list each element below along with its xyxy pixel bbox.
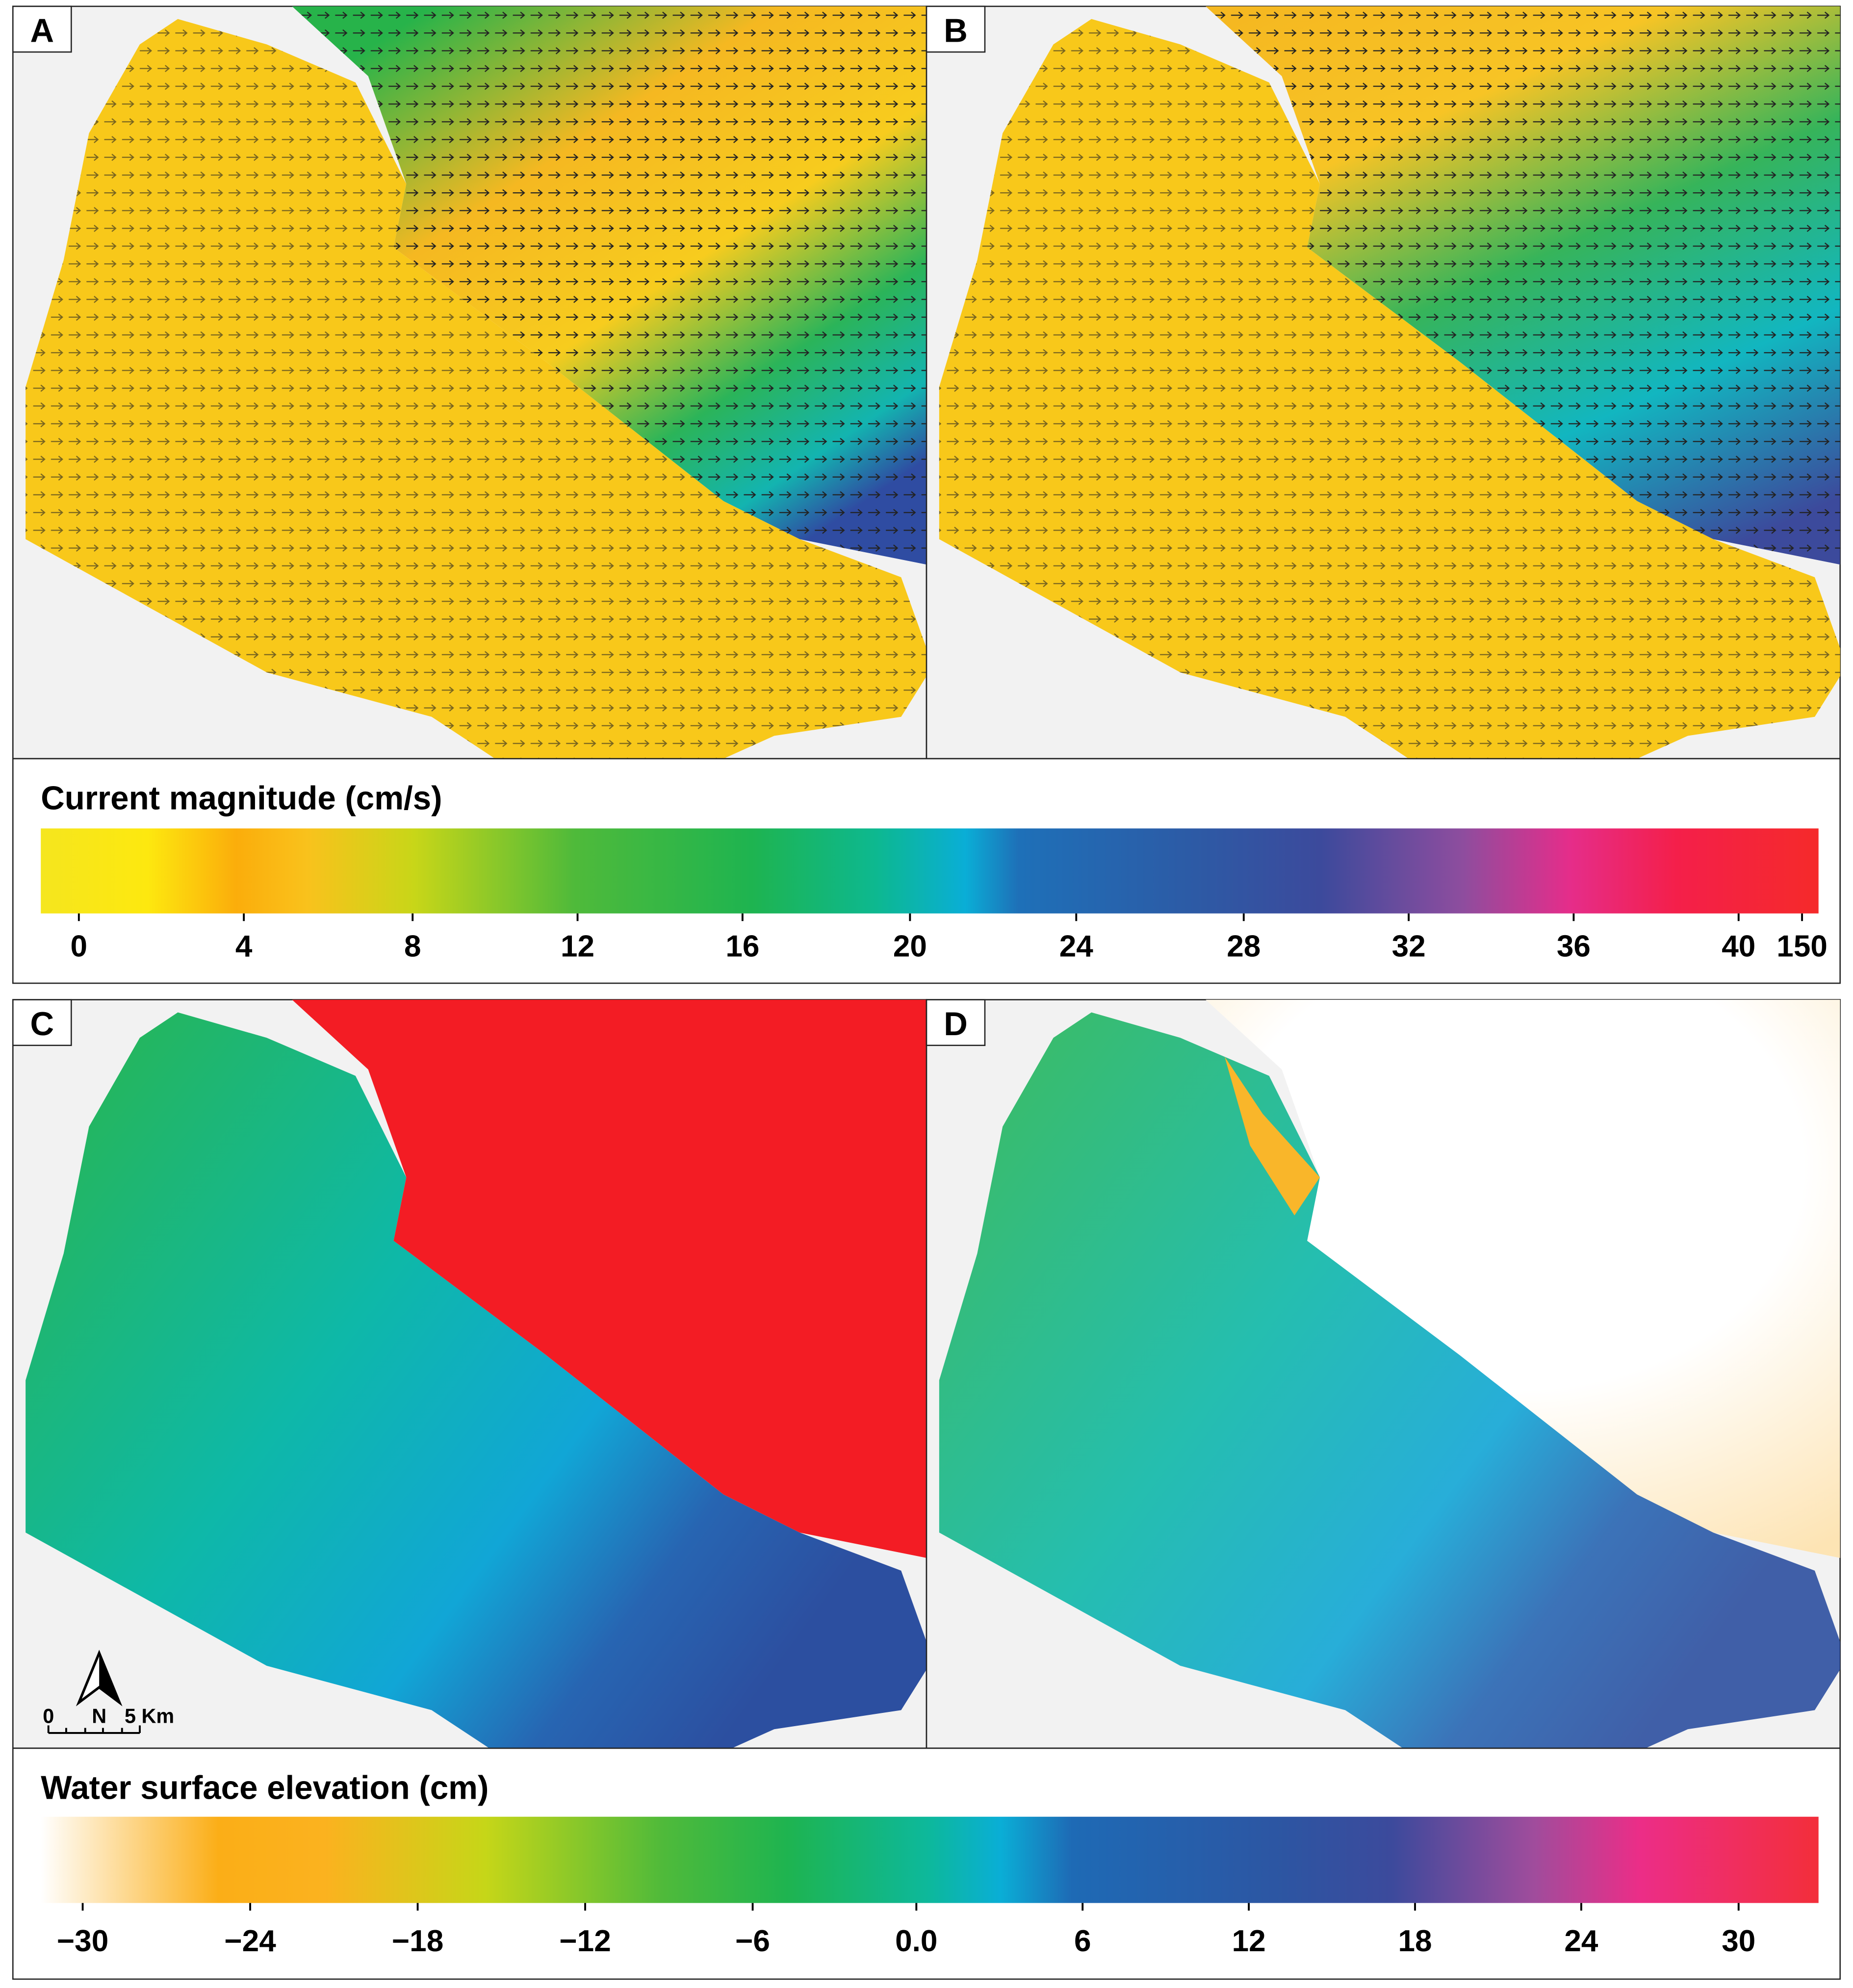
panel-label: B xyxy=(944,12,968,49)
scale-start: 0 xyxy=(43,1705,54,1727)
tick-label: −30 xyxy=(57,1924,108,1958)
tick-label: 8 xyxy=(404,930,421,964)
current-legend: Current magnitude (cm/s) 0 4 8 12 16 20 24 28 32… xyxy=(12,758,1841,984)
tick-label: 32 xyxy=(1392,930,1426,964)
tick-label: 0.0 xyxy=(895,1924,937,1958)
tick-label: 0 xyxy=(71,930,88,964)
panel-a: A xyxy=(12,5,927,760)
tick-label: 30 xyxy=(1722,1924,1755,1958)
tick-label: 24 xyxy=(1564,1924,1598,1958)
tick-label: 4 xyxy=(235,930,253,964)
tick-label: −6 xyxy=(735,1924,770,1958)
tick-label: 12 xyxy=(1232,1924,1266,1958)
panel-d: D xyxy=(926,999,1841,1749)
tick-label: 40 xyxy=(1722,930,1755,964)
panel-c: C N 0 5 Km xyxy=(12,999,927,1749)
tick-label: −12 xyxy=(559,1924,611,1958)
legend-title: Current magnitude (cm/s) xyxy=(41,780,442,817)
legend-title: Water surface elevation (cm) xyxy=(41,1770,489,1807)
panel-label: D xyxy=(944,1006,968,1043)
tick-label: 12 xyxy=(561,930,594,964)
panel-label: C xyxy=(30,1006,54,1043)
tick-label: 16 xyxy=(725,930,759,964)
tick-label: 28 xyxy=(1227,930,1261,964)
map-d xyxy=(939,999,1840,1749)
tick-label: −18 xyxy=(392,1924,443,1958)
north-label: N xyxy=(92,1705,106,1727)
tick-label: 24 xyxy=(1059,930,1094,964)
scale-end: 5 Km xyxy=(125,1705,174,1727)
tick-label: 18 xyxy=(1398,1924,1432,1958)
tick-label: 36 xyxy=(1557,930,1591,964)
panel-b: B xyxy=(926,5,1841,760)
tick-label: 150 xyxy=(1776,930,1827,964)
tick-label: 20 xyxy=(893,930,927,964)
elevation-legend: Water surface elevation (cm) −30 −24 −18 −1… xyxy=(12,1747,1841,1980)
tick-label: −24 xyxy=(224,1924,276,1958)
panel-label: A xyxy=(30,12,54,49)
tick-label: 6 xyxy=(1074,1924,1091,1958)
